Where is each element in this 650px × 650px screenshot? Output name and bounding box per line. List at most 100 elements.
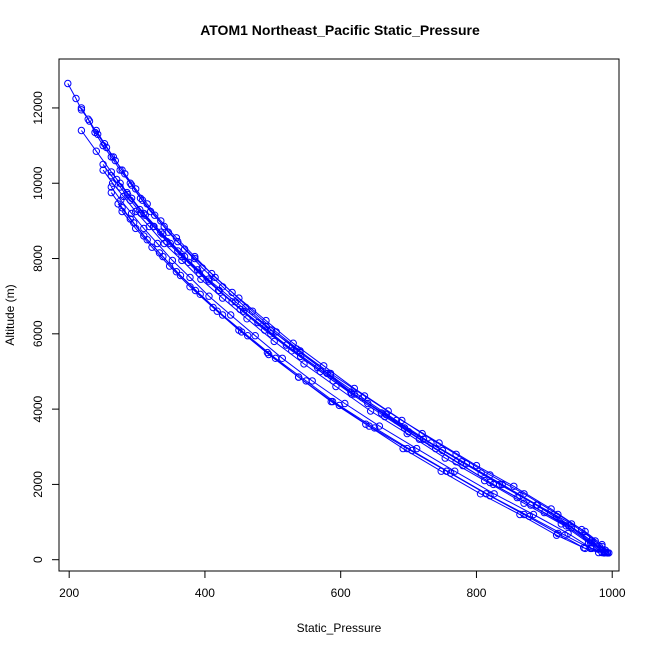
data-point <box>126 179 135 187</box>
data-point <box>384 407 392 415</box>
data-point <box>442 467 451 475</box>
data-point <box>84 115 92 123</box>
data-point <box>85 117 94 125</box>
profile-series <box>77 126 613 557</box>
data-point <box>153 239 162 248</box>
data-point <box>172 268 181 276</box>
data-point <box>490 490 498 498</box>
x-tick-label: 600 <box>331 586 351 600</box>
data-point <box>186 283 194 291</box>
data-point <box>136 205 144 214</box>
data-point <box>365 422 373 430</box>
data-point <box>419 435 428 443</box>
data-point <box>195 269 204 278</box>
data-point <box>127 194 136 203</box>
data-point <box>100 140 109 148</box>
series-line <box>119 182 605 552</box>
data-point <box>191 254 199 263</box>
data-point <box>197 275 205 283</box>
data-point <box>375 422 384 430</box>
data-point <box>267 330 275 338</box>
data-point <box>300 360 308 368</box>
data-point <box>92 147 101 155</box>
data-point <box>205 292 213 300</box>
data-point <box>111 156 120 165</box>
data-point <box>265 350 273 359</box>
data-point <box>77 104 86 112</box>
data-point <box>157 228 165 236</box>
data-point <box>270 337 278 346</box>
data-point <box>282 341 291 349</box>
profile-series <box>64 79 612 557</box>
data-point <box>213 307 221 315</box>
data-point <box>578 525 586 534</box>
data-point <box>218 294 227 302</box>
data-point <box>510 482 518 490</box>
data-point <box>132 207 140 216</box>
x-tick-label: 200 <box>59 586 79 600</box>
data-point <box>600 547 608 556</box>
data-point <box>366 407 375 415</box>
data-point <box>123 190 132 199</box>
series-layer <box>64 79 613 557</box>
data-point <box>186 273 194 282</box>
data-point <box>516 492 524 500</box>
series-line <box>102 164 605 553</box>
profile-series <box>99 166 606 556</box>
x-tick-label: 1000 <box>599 586 626 600</box>
data-point <box>94 130 102 139</box>
data-point <box>532 501 540 509</box>
data-point <box>313 364 322 372</box>
data-point <box>148 243 156 251</box>
data-point <box>364 399 372 408</box>
data-point <box>150 222 158 231</box>
data-point <box>403 444 411 453</box>
data-point <box>205 277 213 285</box>
data-point <box>451 467 459 475</box>
y-axis-label: Altitude (m) <box>3 284 17 345</box>
data-point <box>165 262 174 270</box>
data-point <box>588 539 596 547</box>
data-point <box>77 126 86 135</box>
data-point <box>438 446 447 455</box>
data-point <box>235 326 243 334</box>
data-point <box>244 332 252 340</box>
data-point <box>329 377 337 385</box>
data-point <box>168 256 177 265</box>
data-point <box>529 510 538 519</box>
data-point <box>140 224 148 233</box>
data-point <box>141 211 149 219</box>
series-line <box>121 211 599 554</box>
data-point <box>107 183 116 191</box>
data-point <box>99 166 107 174</box>
series-line <box>102 169 603 553</box>
y-tick-label: 10000 <box>31 166 45 200</box>
x-tick-label: 400 <box>195 586 215 600</box>
data-point <box>127 181 136 189</box>
data-point <box>480 476 489 485</box>
data-point <box>462 460 470 468</box>
data-point <box>160 222 168 231</box>
data-point <box>457 458 466 466</box>
data-point <box>72 94 80 103</box>
plot-frame <box>58 58 620 572</box>
data-point <box>178 256 186 265</box>
data-point <box>191 286 200 295</box>
data-point <box>554 529 562 538</box>
data-point <box>218 311 227 319</box>
y-axis: 0 2000 4000 6000 8000 10000 12000 <box>31 91 60 563</box>
chart-title: ATOM1 Northeast_Pacific Static_Pressure <box>200 22 480 38</box>
series-line <box>110 186 606 554</box>
data-point <box>520 510 528 519</box>
data-point <box>382 411 390 419</box>
data-point <box>193 266 202 274</box>
data-point <box>77 106 86 114</box>
data-point <box>296 352 305 361</box>
data-point <box>271 354 280 362</box>
x-axis: 200 400 600 800 1000 <box>59 570 626 600</box>
data-point <box>92 126 101 135</box>
data-point <box>107 172 116 180</box>
data-point <box>328 397 337 406</box>
profile-series <box>92 126 611 556</box>
